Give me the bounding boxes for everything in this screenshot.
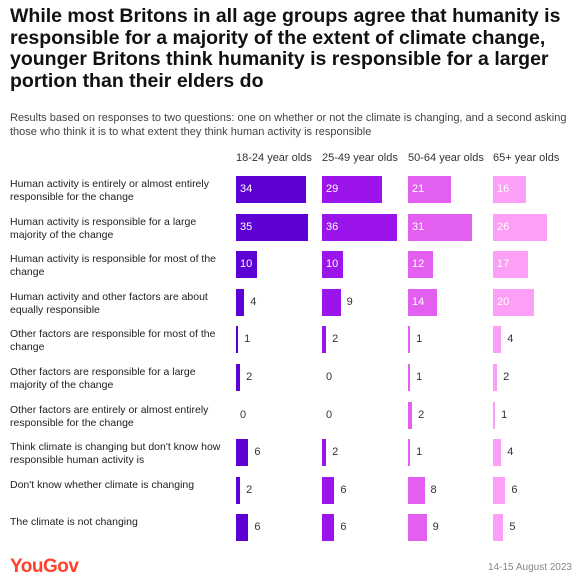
column-header-3: 50-64 year olds [408,152,484,164]
bar-r9-c3 [408,476,425,504]
value-label-r7-c3: 2 [418,408,425,421]
value-label-r2-c3: 31 [412,220,425,233]
bar-r4-c1 [236,288,245,316]
bar-r1-c4 [493,176,527,203]
column-header-1: 18-24 year olds [236,152,312,164]
bar-r1-c3 [408,176,452,203]
value-label-r9-c4: 6 [511,483,518,496]
bar-r5-c1 [236,326,239,354]
column-header-2: 25-49 year olds [322,152,398,164]
value-label-r10-c4: 5 [509,521,516,534]
bar-r10-c2 [322,514,335,542]
row-label-10: The climate is not changing [10,516,138,529]
chart-title: While most Britons in all age groups agr… [10,5,561,92]
bar-r8-c1 [236,439,249,467]
value-label-r6-c2: 0 [326,371,333,383]
value-label-r6-c1: 2 [246,371,253,383]
bar-r1-c2 [322,176,383,203]
value-label-r9-c3: 8 [430,483,437,496]
bar-r4-c3 [408,288,437,316]
bar-r8-c4 [493,439,502,467]
value-label-r9-c1: 2 [246,483,253,496]
bar-r5-c2 [322,326,327,354]
bar-r5-c3 [408,326,411,354]
value-label-r7-c2: 0 [326,408,333,421]
value-label-r6-c4: 2 [503,371,510,383]
value-label-r3-c3: 12 [412,258,425,271]
bar-r8-c3 [408,439,411,467]
bar-r6-c3 [408,364,411,391]
bar-r6-c4 [493,364,498,391]
value-label-r3-c1: 10 [240,258,253,271]
value-label-r1-c2: 29 [326,183,339,195]
value-label-r1-c1: 34 [240,183,253,195]
bar-r5-c4 [493,326,502,354]
bar-r3-c2 [322,251,343,279]
value-label-r3-c4: 17 [497,258,510,271]
value-label-r2-c1: 35 [240,220,253,233]
bar-r3-c3 [408,251,433,279]
bar-r2-c2 [322,213,397,241]
bar-r9-c1 [236,476,241,504]
bar-r9-c4 [493,476,506,504]
bar-r9-c2 [322,476,335,504]
row-label-8: Think climate is changing but don't know… [10,441,221,467]
value-label-r5-c2: 2 [332,333,339,346]
bar-r2-c4 [493,213,547,241]
value-label-r6-c3: 1 [416,371,423,383]
bar-r2-c3 [408,213,473,241]
value-label-r9-c2: 6 [340,483,347,496]
row-label-4: Human activity and other factors are abo… [10,290,208,316]
row-label-3: Human activity is responsible for most o… [10,253,217,279]
bar-r6-c1 [236,364,241,391]
value-label-r2-c2: 36 [326,220,339,233]
row-label-7: Other factors are entirely or almost ent… [10,403,209,429]
row-label-1: Human activity is entirely or almost ent… [10,178,209,203]
row-label-9: Don't know whether climate is changing [10,478,195,491]
value-label-r5-c3: 1 [416,333,423,346]
value-label-r8-c2: 2 [332,446,339,459]
bar-r4-c4 [493,288,535,316]
value-label-r3-c2: 10 [326,258,339,271]
value-label-r10-c2: 6 [340,521,347,534]
bar-r3-c1 [236,251,257,279]
bar-r7-c3 [408,401,413,429]
value-label-r2-c4: 26 [497,220,510,233]
value-label-r1-c4: 16 [497,183,510,195]
bar-r10-c3 [408,514,427,542]
yougov-logo: YouGov [10,556,79,577]
bar-r8-c2 [322,439,327,467]
value-label-r8-c4: 4 [507,446,514,459]
value-label-r4-c3: 14 [412,295,425,308]
bar-r10-c4 [493,514,504,542]
bar-r7-c4 [493,401,496,429]
survey-date: 14-15 August 2023 [488,562,572,573]
value-label-r5-c1: 1 [244,333,251,346]
row-label-2: Human activity is responsible for a larg… [10,215,197,241]
column-header-4: 65+ year olds [493,152,560,164]
value-label-r4-c2: 9 [346,295,353,308]
bar-r3-c4 [493,251,529,279]
value-label-r1-c3: 21 [412,183,425,195]
value-label-r7-c4: 1 [501,408,508,421]
row-label-5: Other factors are responsible for most o… [10,328,216,354]
value-label-r10-c3: 9 [432,521,439,534]
value-label-r8-c3: 1 [416,446,423,459]
bar-r1-c1 [236,176,307,203]
bar-r4-c2 [322,288,341,316]
row-label-6: Other factors are responsible for a larg… [10,366,196,391]
bar-r10-c1 [236,514,249,542]
bar-r2-c1 [236,213,309,241]
value-label-r5-c4: 4 [507,333,514,346]
value-label-r4-c1: 4 [250,295,257,308]
value-label-r4-c4: 20 [497,295,510,308]
value-label-r10-c1: 6 [254,521,261,534]
chart-subtitle: Results based on responses to two questi… [10,112,567,138]
value-label-r8-c1: 6 [254,446,261,459]
value-label-r7-c1: 0 [240,408,247,421]
